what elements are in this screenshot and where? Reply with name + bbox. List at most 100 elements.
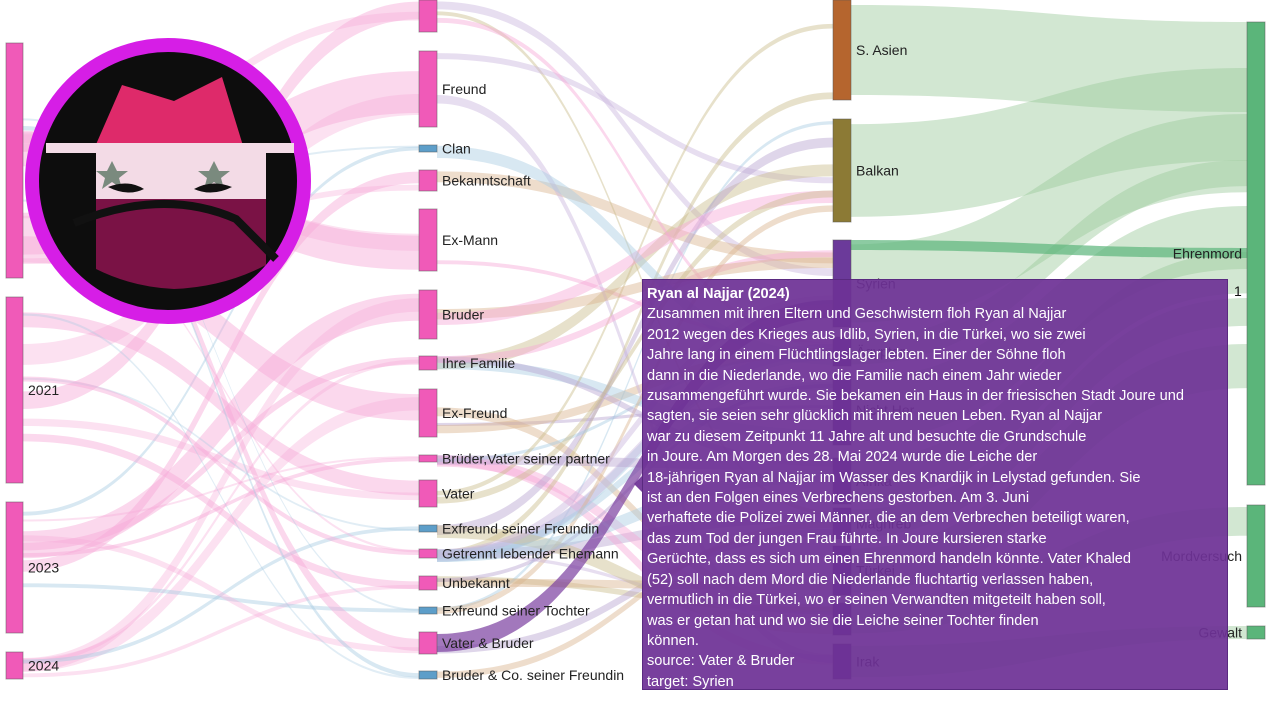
flow-link[interactable] xyxy=(437,190,833,325)
sankey-node[interactable] xyxy=(418,479,438,508)
sankey-node[interactable] xyxy=(5,651,24,680)
sankey-node[interactable] xyxy=(418,144,438,153)
flow-link[interactable] xyxy=(23,457,419,557)
flow-link[interactable] xyxy=(23,456,419,522)
sankey-node[interactable] xyxy=(418,169,438,192)
partial-node-label: 1 xyxy=(1234,283,1242,299)
sankey-node[interactable] xyxy=(1246,21,1266,486)
node-label: Vater & Bruder xyxy=(442,635,534,651)
flow-link[interactable] xyxy=(437,250,833,364)
flow-link[interactable] xyxy=(23,146,419,516)
flow-link[interactable] xyxy=(23,376,419,556)
flow-link[interactable] xyxy=(437,92,833,557)
sankey-node[interactable] xyxy=(418,355,438,371)
flow-link[interactable] xyxy=(437,347,833,434)
flow-link[interactable] xyxy=(437,405,833,427)
flow-link[interactable] xyxy=(437,521,833,678)
sankey-node[interactable] xyxy=(418,606,438,615)
flow-link[interactable] xyxy=(23,298,419,672)
tooltip-line: war zu diesem Zeitpunkt 11 Jahre alt und… xyxy=(647,428,1087,445)
flow-link[interactable] xyxy=(437,164,833,370)
flow-link[interactable] xyxy=(437,205,833,614)
sankey-node[interactable] xyxy=(418,388,438,438)
flow-link[interactable] xyxy=(437,576,833,613)
tooltip-line: 2012 wegen des Krieges aus Idlib, Syrien… xyxy=(647,326,1086,343)
flow-link[interactable] xyxy=(437,145,833,365)
flow-link[interactable] xyxy=(851,5,1247,112)
flow-link[interactable] xyxy=(437,190,833,504)
sankey-node[interactable] xyxy=(832,118,852,223)
sankey-node[interactable] xyxy=(418,548,438,559)
sankey-node[interactable] xyxy=(1246,504,1266,608)
sankey-node[interactable] xyxy=(418,454,438,463)
node-label: Getrennt lebender Ehemann xyxy=(442,546,619,562)
flow-link[interactable] xyxy=(851,240,1247,258)
flow-link[interactable] xyxy=(851,160,1247,365)
flow-link[interactable] xyxy=(437,94,833,663)
flow-link[interactable] xyxy=(437,356,833,467)
flow-link[interactable] xyxy=(437,525,833,634)
flow-link[interactable] xyxy=(437,171,833,264)
flow-link[interactable] xyxy=(23,125,419,678)
flow-link[interactable] xyxy=(23,171,419,572)
flow-link[interactable] xyxy=(437,347,833,563)
flow-link[interactable] xyxy=(437,260,833,343)
sankey-node[interactable] xyxy=(418,289,438,340)
flow-link[interactable] xyxy=(437,455,833,665)
sankey-node[interactable] xyxy=(418,524,438,533)
sankey-node[interactable] xyxy=(418,670,438,680)
flow-link[interactable] xyxy=(23,215,419,553)
node-label: Ex-Mann xyxy=(442,232,498,248)
flow-link[interactable] xyxy=(23,583,419,613)
flow-link[interactable] xyxy=(437,121,833,611)
flow-link[interactable] xyxy=(437,343,833,562)
flow-link[interactable] xyxy=(23,312,419,496)
sankey-node[interactable] xyxy=(5,296,24,484)
flow-link[interactable] xyxy=(23,433,419,590)
node-label: 2021 xyxy=(28,382,59,398)
flow-link[interactable] xyxy=(437,53,833,184)
flow-link[interactable] xyxy=(437,1,833,277)
sankey-links xyxy=(23,1,1247,679)
flow-link[interactable] xyxy=(23,397,419,672)
flow-link[interactable] xyxy=(23,130,419,651)
sankey-node[interactable] xyxy=(418,208,438,272)
flow-link[interactable] xyxy=(437,407,833,615)
flow-link[interactable] xyxy=(23,356,419,551)
flow-link[interactable] xyxy=(23,313,419,679)
sankey-node[interactable] xyxy=(1246,625,1266,640)
sankey-node[interactable] xyxy=(418,575,438,591)
tooltip-line: Zusammen mit ihren Eltern und Geschwiste… xyxy=(647,306,1067,323)
flow-link[interactable] xyxy=(23,293,419,559)
node-label: Ex-Freund xyxy=(442,405,507,421)
flow-link[interactable] xyxy=(851,68,1247,217)
flow-link[interactable] xyxy=(437,17,833,348)
flow-link[interactable] xyxy=(437,350,833,462)
sankey-node[interactable] xyxy=(5,501,24,634)
flow-link[interactable] xyxy=(437,455,833,625)
flow-link[interactable] xyxy=(437,295,833,558)
flow-link[interactable] xyxy=(437,552,833,615)
flow-link[interactable] xyxy=(23,535,419,654)
flow-link[interactable] xyxy=(437,359,833,440)
flow-link[interactable] xyxy=(23,359,419,664)
sankey-node[interactable] xyxy=(5,42,24,279)
flow-link[interactable] xyxy=(23,526,419,664)
flow-link[interactable] xyxy=(851,114,1247,323)
flow-link[interactable] xyxy=(437,11,833,515)
flow-link[interactable] xyxy=(23,236,419,421)
sankey-node[interactable] xyxy=(418,0,438,33)
flow-link[interactable] xyxy=(23,584,419,678)
sankey-node[interactable] xyxy=(418,631,438,655)
flow-link[interactable] xyxy=(437,528,833,654)
sankey-node[interactable] xyxy=(832,0,852,101)
flow-link[interactable] xyxy=(437,137,833,535)
flow-link[interactable] xyxy=(437,23,833,496)
flow-link[interactable] xyxy=(437,257,833,320)
flow-link[interactable] xyxy=(23,418,419,501)
flow-link[interactable] xyxy=(23,118,419,611)
flow-link[interactable] xyxy=(23,377,419,532)
flow-link[interactable] xyxy=(437,469,833,562)
sankey-node[interactable] xyxy=(418,50,438,128)
link-tooltip: Ryan al Najjar (2024) Zusammen mit ihren… xyxy=(642,279,1228,690)
